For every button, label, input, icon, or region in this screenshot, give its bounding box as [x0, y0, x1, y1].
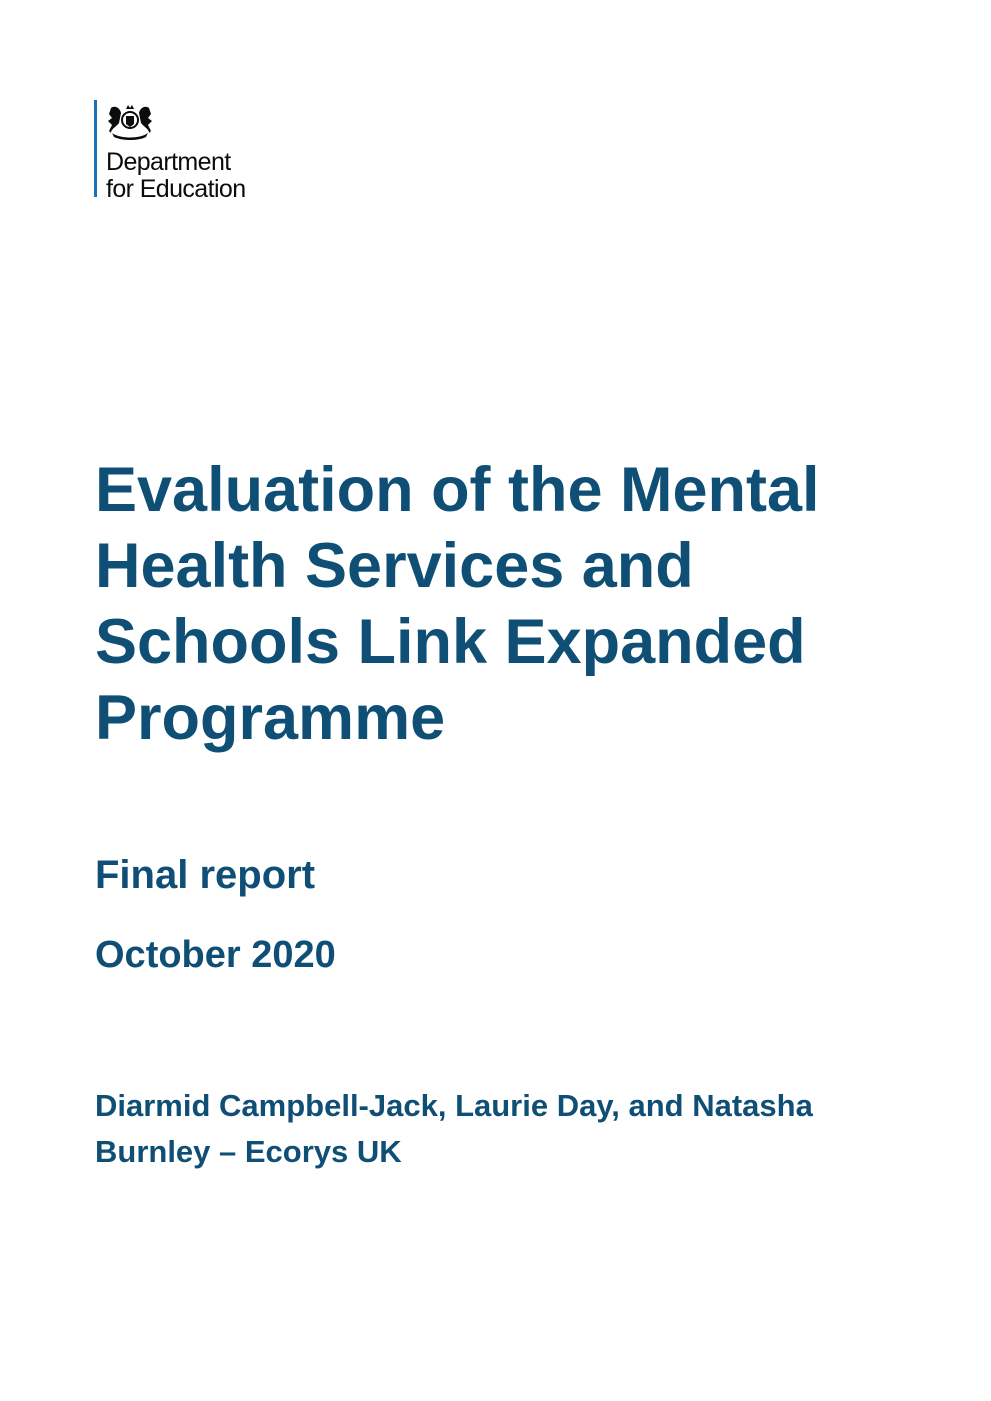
dfe-logo: Department for Education [94, 100, 246, 203]
report-date: October 2020 [95, 934, 336, 976]
logo-line-1: Department [106, 148, 231, 176]
logo-line-2: for Education [106, 175, 246, 203]
report-authors: Diarmid Campbell-Jack, Laurie Day, and N… [95, 1088, 813, 1169]
royal-coat-of-arms-icon [108, 105, 152, 140]
report-subtitle: Final report [95, 853, 316, 897]
report-title: Evaluation of the Mental Health Services… [95, 455, 820, 753]
